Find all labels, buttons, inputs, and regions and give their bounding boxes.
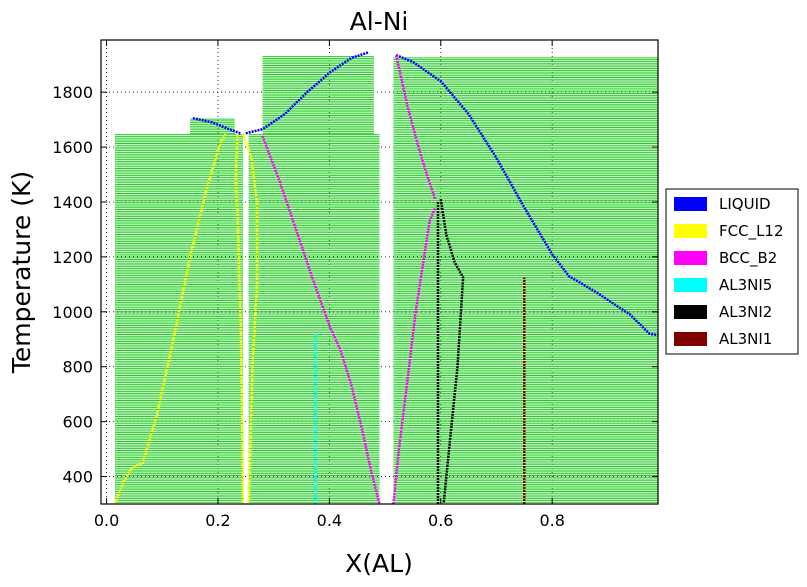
series-liquid-line — [192, 116, 241, 135]
x-tick-label: 0.0 — [94, 511, 119, 530]
legend-label-al3ni2: AL3NI2 — [719, 303, 772, 321]
chart-title: Al-Ni — [350, 7, 409, 36]
legend-label-bcc-b2: BCC_B2 — [719, 249, 777, 268]
legend-label-al3ni5: AL3NI5 — [719, 276, 772, 294]
tie-lines — [114, 56, 658, 504]
series-liquid-line — [395, 53, 658, 337]
y-tick-label: 600 — [62, 413, 93, 432]
series-fcc-l12-line — [113, 132, 228, 504]
legend-label-al3ni1: AL3NI1 — [719, 330, 772, 348]
y-tick-label: 400 — [62, 468, 93, 487]
axis-ticks: 0.0 0.2 0.4 0.6 0.8 400 600 800 1000 1200 1400 1600… — [52, 40, 658, 530]
y-axis-label: Temperature (K) — [7, 171, 36, 374]
legend: LIQUID FCC_L12 BCC_B2 AL3NI5 AL3NI2 AL3NI1 — [665, 188, 799, 355]
legend-swatch-al3ni1 — [674, 332, 707, 346]
legend-label-fcc-l12: FCC_L12 — [719, 222, 784, 241]
y-tick-label: 1800 — [52, 83, 93, 102]
plot-frame — [100, 39, 659, 505]
series-al3ni2-line — [439, 199, 465, 504]
x-tick-label: 0.8 — [539, 511, 564, 530]
y-tick-label: 1600 — [52, 138, 93, 157]
series-bcc-b2-line — [392, 207, 437, 504]
x-tick-label: 0.4 — [317, 511, 342, 530]
x-axis-label: X(AL) — [345, 549, 413, 578]
x-tick-label: 0.6 — [428, 511, 453, 530]
series-fcc-l12-line — [234, 133, 245, 504]
series-liquid-line — [245, 51, 369, 135]
legend-swatch-al3ni2 — [674, 305, 707, 319]
series-bcc-b2-line — [261, 135, 381, 504]
legend-label-liquid: LIQUID — [719, 195, 771, 213]
legend-swatch-bcc-b2 — [674, 251, 707, 265]
legend-swatch-al3ni5 — [674, 278, 707, 292]
y-tick-label: 1000 — [52, 303, 93, 322]
legend-box — [665, 188, 799, 355]
y-tick-label: 800 — [62, 358, 93, 377]
y-tick-label: 1200 — [52, 248, 93, 267]
series-bcc-b2-line — [394, 54, 437, 200]
legend-swatch-liquid — [674, 197, 707, 211]
phase-boundaries — [113, 51, 658, 504]
x-tick-label: 0.2 — [205, 511, 230, 530]
legend-swatch-fcc-l12 — [674, 224, 707, 238]
y-tick-label: 1400 — [52, 193, 93, 212]
